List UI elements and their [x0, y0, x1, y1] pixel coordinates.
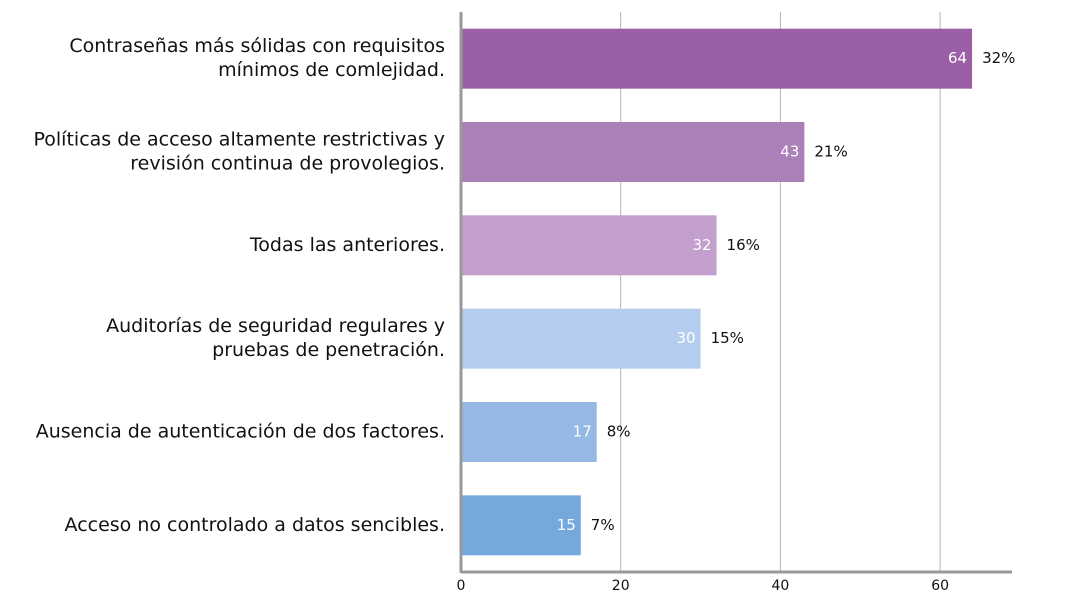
share-label: 16% [727, 236, 760, 254]
x-tick-label: 0 [457, 578, 466, 594]
value-label: 15 [557, 516, 576, 534]
category-label: Todas las anteriores. [249, 234, 445, 256]
share-label: 21% [814, 143, 847, 161]
value-label: 43 [780, 143, 799, 161]
share-label: 8% [607, 423, 631, 441]
category-label: Ausencia de autenticación de dos factore… [36, 421, 445, 443]
bar [461, 308, 701, 369]
category-label: Acceso no controlado a datos sencibles. [65, 514, 445, 536]
bar [461, 122, 805, 182]
bar [461, 402, 597, 462]
share-label: 32% [982, 49, 1015, 67]
bar [461, 495, 581, 556]
value-label: 17 [573, 423, 592, 441]
value-label: 32 [692, 236, 711, 254]
x-tick-label: 40 [772, 578, 790, 594]
category-label: revisión continua de provolegios. [130, 153, 445, 175]
category-label: Auditorías de seguridad regulares y [106, 315, 445, 337]
x-tick-label: 20 [612, 578, 630, 594]
value-label: 30 [676, 329, 695, 347]
bar [461, 215, 717, 276]
category-label: pruebas de penetración. [212, 339, 445, 361]
value-label: 64 [948, 49, 967, 67]
category-label: mínimos de comlejidad. [218, 59, 445, 81]
share-label: 7% [591, 516, 615, 534]
category-label: Políticas de acceso altamente restrictiv… [34, 129, 446, 151]
share-label: 15% [711, 329, 744, 347]
x-tick-label: 60 [931, 578, 949, 594]
bar [461, 28, 973, 89]
category-label: Contraseñas más sólidas con requisitos [69, 35, 445, 57]
